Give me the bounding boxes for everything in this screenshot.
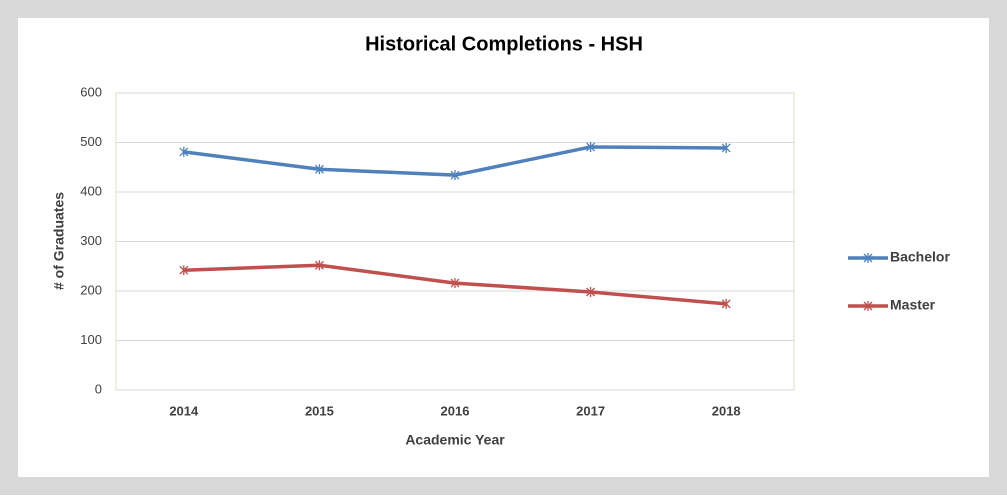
- y-tick-label: 300: [80, 233, 102, 248]
- legend-label: Bachelor: [890, 249, 950, 265]
- y-tick-label: 100: [80, 332, 102, 347]
- point-marker: [450, 278, 460, 289]
- legend-marker: [863, 301, 873, 311]
- point-marker: [314, 164, 324, 175]
- point-marker: [586, 141, 596, 152]
- legend-marker: [863, 253, 873, 263]
- y-tick-label: 200: [80, 282, 102, 297]
- point-marker: [721, 142, 731, 153]
- x-tick-label: 2017: [576, 403, 605, 418]
- point-marker: [586, 286, 596, 297]
- point-marker: [721, 298, 731, 309]
- y-tick-label: 500: [80, 134, 102, 149]
- x-tick-label: 2014: [169, 403, 199, 418]
- y-tick-label: 600: [80, 84, 102, 99]
- point-marker: [179, 146, 189, 157]
- x-tick-label: 2015: [305, 403, 334, 418]
- y-tick-label: 0: [95, 381, 102, 396]
- point-marker: [450, 170, 460, 181]
- chart-title: Historical Completions - HSH: [365, 33, 643, 55]
- y-axis-label: # of Graduates: [51, 192, 67, 290]
- x-tick-label: 2016: [441, 403, 470, 418]
- point-marker: [179, 265, 189, 276]
- y-tick-label: 400: [80, 183, 102, 198]
- x-tick-label: 2018: [712, 403, 741, 418]
- x-axis-label: Academic Year: [405, 432, 505, 448]
- legend-label: Master: [890, 297, 936, 313]
- point-marker: [314, 260, 324, 271]
